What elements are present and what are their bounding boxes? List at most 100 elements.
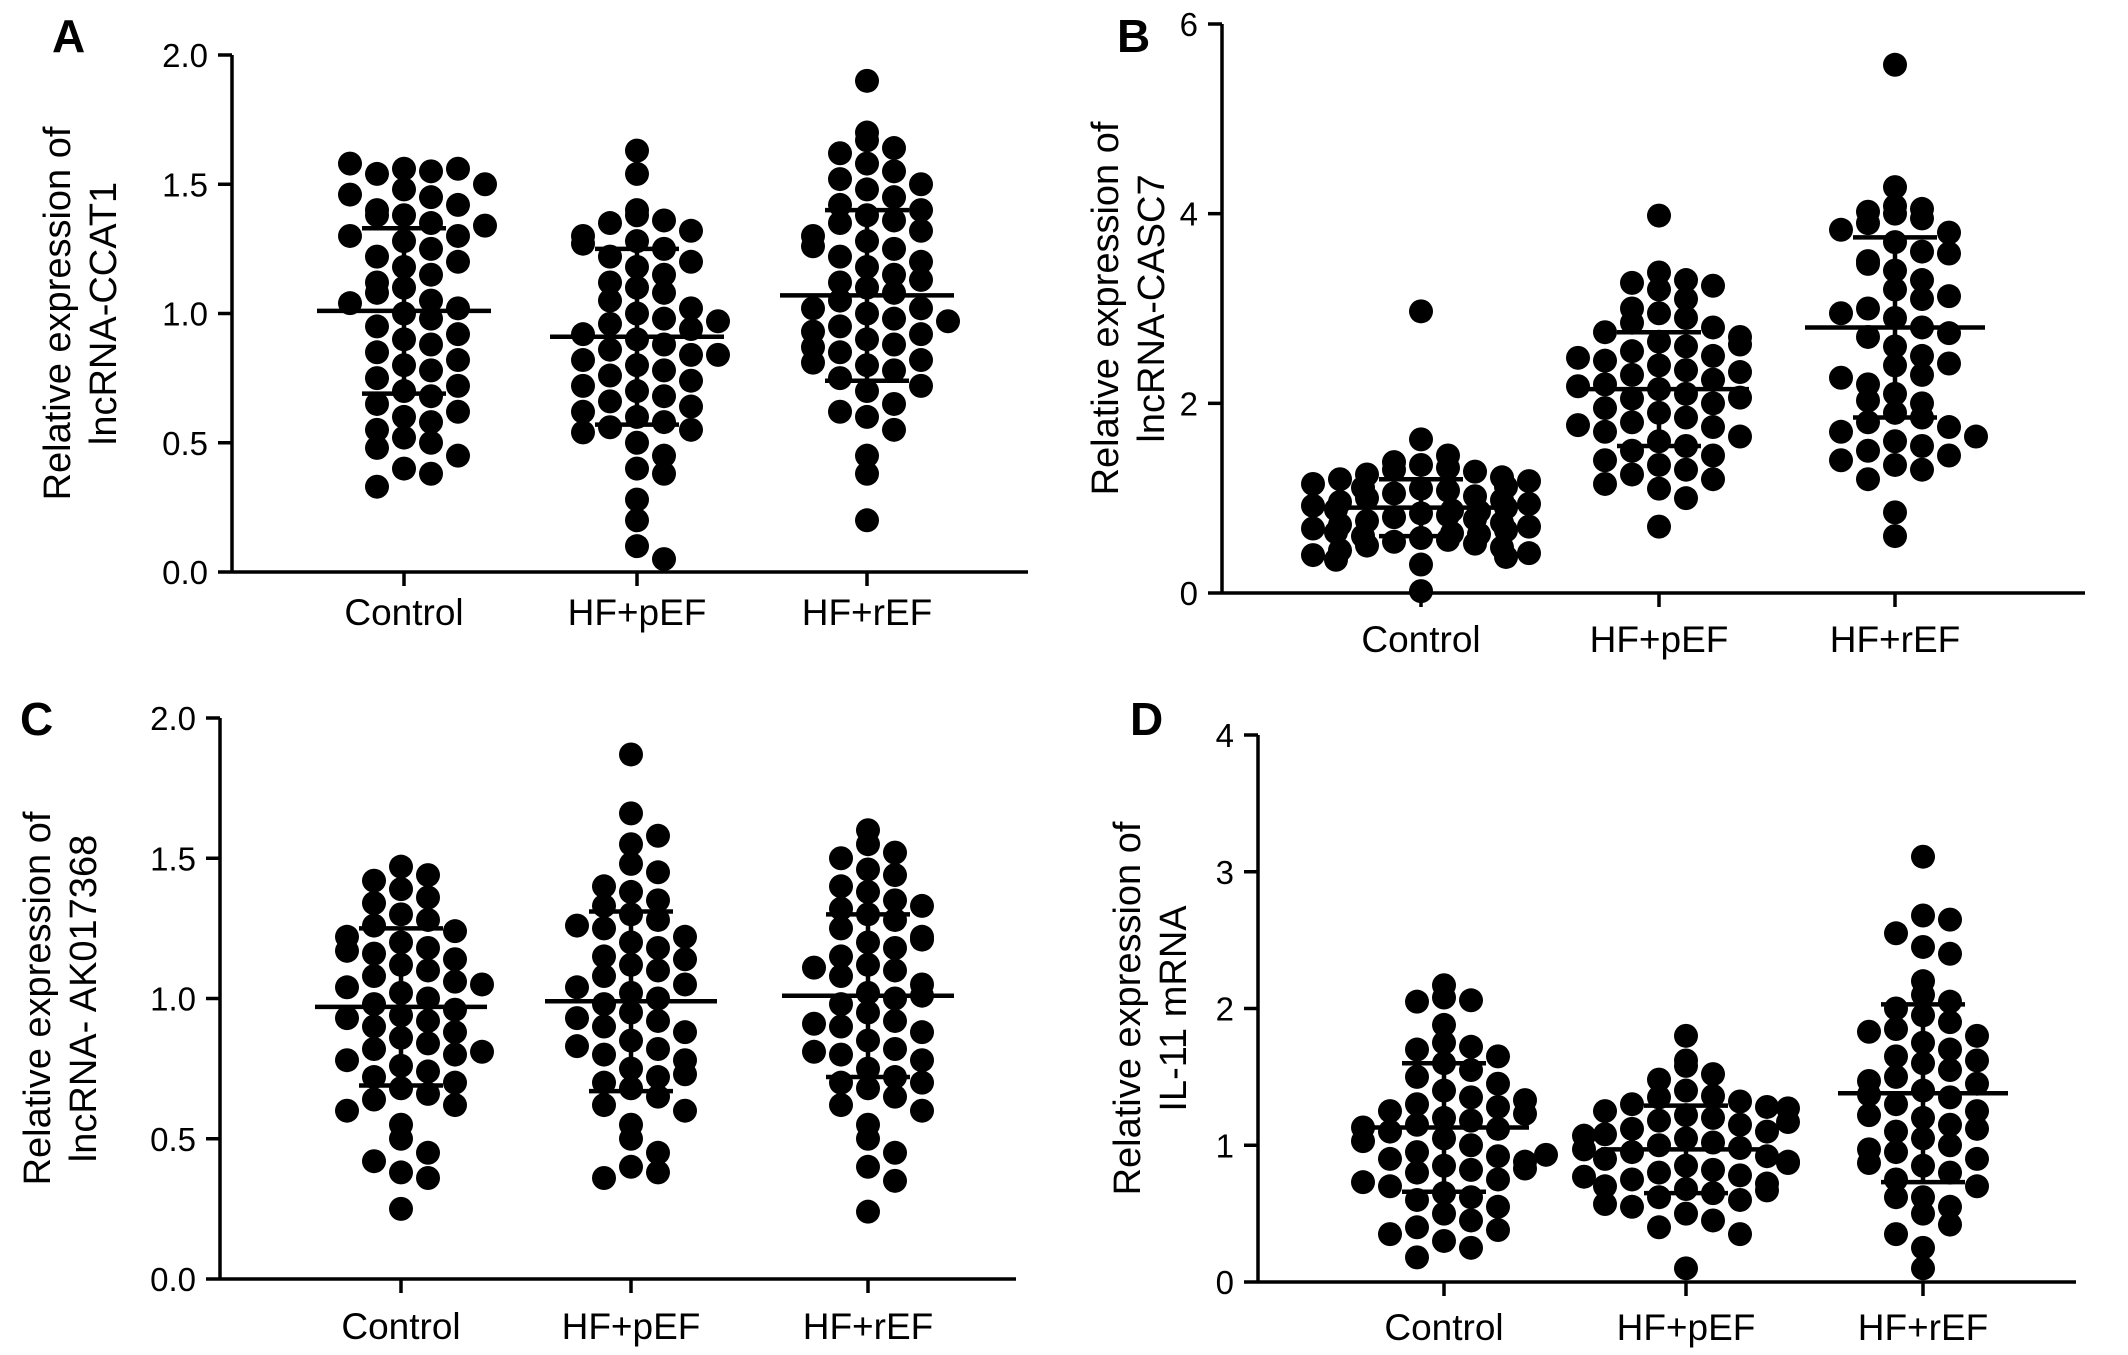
data-point [855,443,879,468]
data-point [446,249,470,274]
data-point [828,167,852,192]
data-point [1938,1212,1962,1237]
data-point [365,314,389,339]
data-point [1829,419,1853,444]
data-point [882,262,906,287]
y-tick-label: 1.5 [162,166,208,203]
data-point [598,311,622,336]
data-point [1701,1105,1725,1130]
data-point [1884,996,1908,1021]
data-point [856,832,880,857]
data-point [1884,1017,1908,1042]
data-point [909,267,933,292]
data-point [1883,175,1907,200]
data-point [1674,305,1698,330]
data-point [882,280,906,305]
data-point [1593,348,1617,373]
data-point [1301,516,1325,541]
data-point [1883,429,1907,454]
data-point [1883,524,1907,549]
data-point [673,924,697,949]
data-point [1776,1110,1800,1135]
data-point [416,986,440,1011]
data-point [829,916,853,941]
data-point [910,1070,934,1095]
data-point [1647,452,1671,477]
data-point [1937,241,1961,266]
data-point [909,172,933,197]
data-point [389,902,413,927]
data-point [909,296,933,321]
data-point [1620,362,1644,387]
data-point [1432,1201,1456,1226]
data-point [679,417,703,442]
y-tick-label: 4 [1180,196,1198,233]
y-axis-label: Relative expression of lncRNA- AK017368 [17,811,105,1185]
x-tick-label: HF+rEF [802,592,933,633]
data-point [1459,1208,1483,1233]
data-point [446,192,470,217]
data-point [1351,475,1375,500]
data-point [802,1011,826,1036]
data-point [646,1140,670,1165]
data-point [1911,934,1935,959]
data-point [828,314,852,339]
data-point [389,1076,413,1101]
data-point [362,1065,386,1090]
data-point [1674,1078,1698,1103]
data-point [829,944,853,969]
data-point [1324,520,1348,545]
data-point [646,1036,670,1061]
data-point [828,211,852,236]
data-point [625,430,649,455]
data-point [801,296,825,321]
data-point [1409,299,1433,324]
data-point [1910,434,1934,459]
data-point [882,185,906,210]
data-point [1405,1092,1429,1117]
data-point [338,182,362,207]
data-point [1938,1194,1962,1219]
data-point [443,997,467,1022]
data-point [365,280,389,305]
data-point [646,860,670,885]
data-point [855,379,879,404]
data-point [1884,1222,1908,1247]
data-point [1701,367,1725,392]
data-point [419,211,443,236]
data-point [1593,396,1617,421]
data-point [1517,541,1541,566]
y-tick-label: 1.0 [150,981,196,1018]
data-point [1351,1170,1375,1195]
data-point [1728,1112,1752,1137]
data-point [909,198,933,223]
data-point [619,1126,643,1151]
data-point [1432,1228,1456,1253]
data-point [419,358,443,383]
data-point [416,1081,440,1106]
data-point [909,218,933,243]
data-point [1647,203,1671,228]
data-point [362,941,386,966]
data-point [1755,1094,1779,1119]
data-point [1701,391,1725,416]
y-axis-label: Relative expression of lncRNA-CCAT1 [37,126,125,500]
data-point [706,342,730,367]
data-point [1436,478,1460,503]
y-tick-label: 0 [1216,1264,1234,1301]
data-point [652,306,676,331]
panel-letter: D [1130,693,1163,745]
data-point [470,972,494,997]
data-point [473,213,497,238]
data-point [646,936,670,961]
data-point [646,958,670,983]
data-point [1856,410,1880,435]
data-point [1486,1167,1510,1192]
data-point [1593,448,1617,473]
y-tick-label: 2 [1216,991,1234,1028]
data-point [419,332,443,357]
data-point [936,309,960,334]
data-point [1620,1116,1644,1141]
data-point [1593,1192,1617,1217]
data-point [679,249,703,274]
